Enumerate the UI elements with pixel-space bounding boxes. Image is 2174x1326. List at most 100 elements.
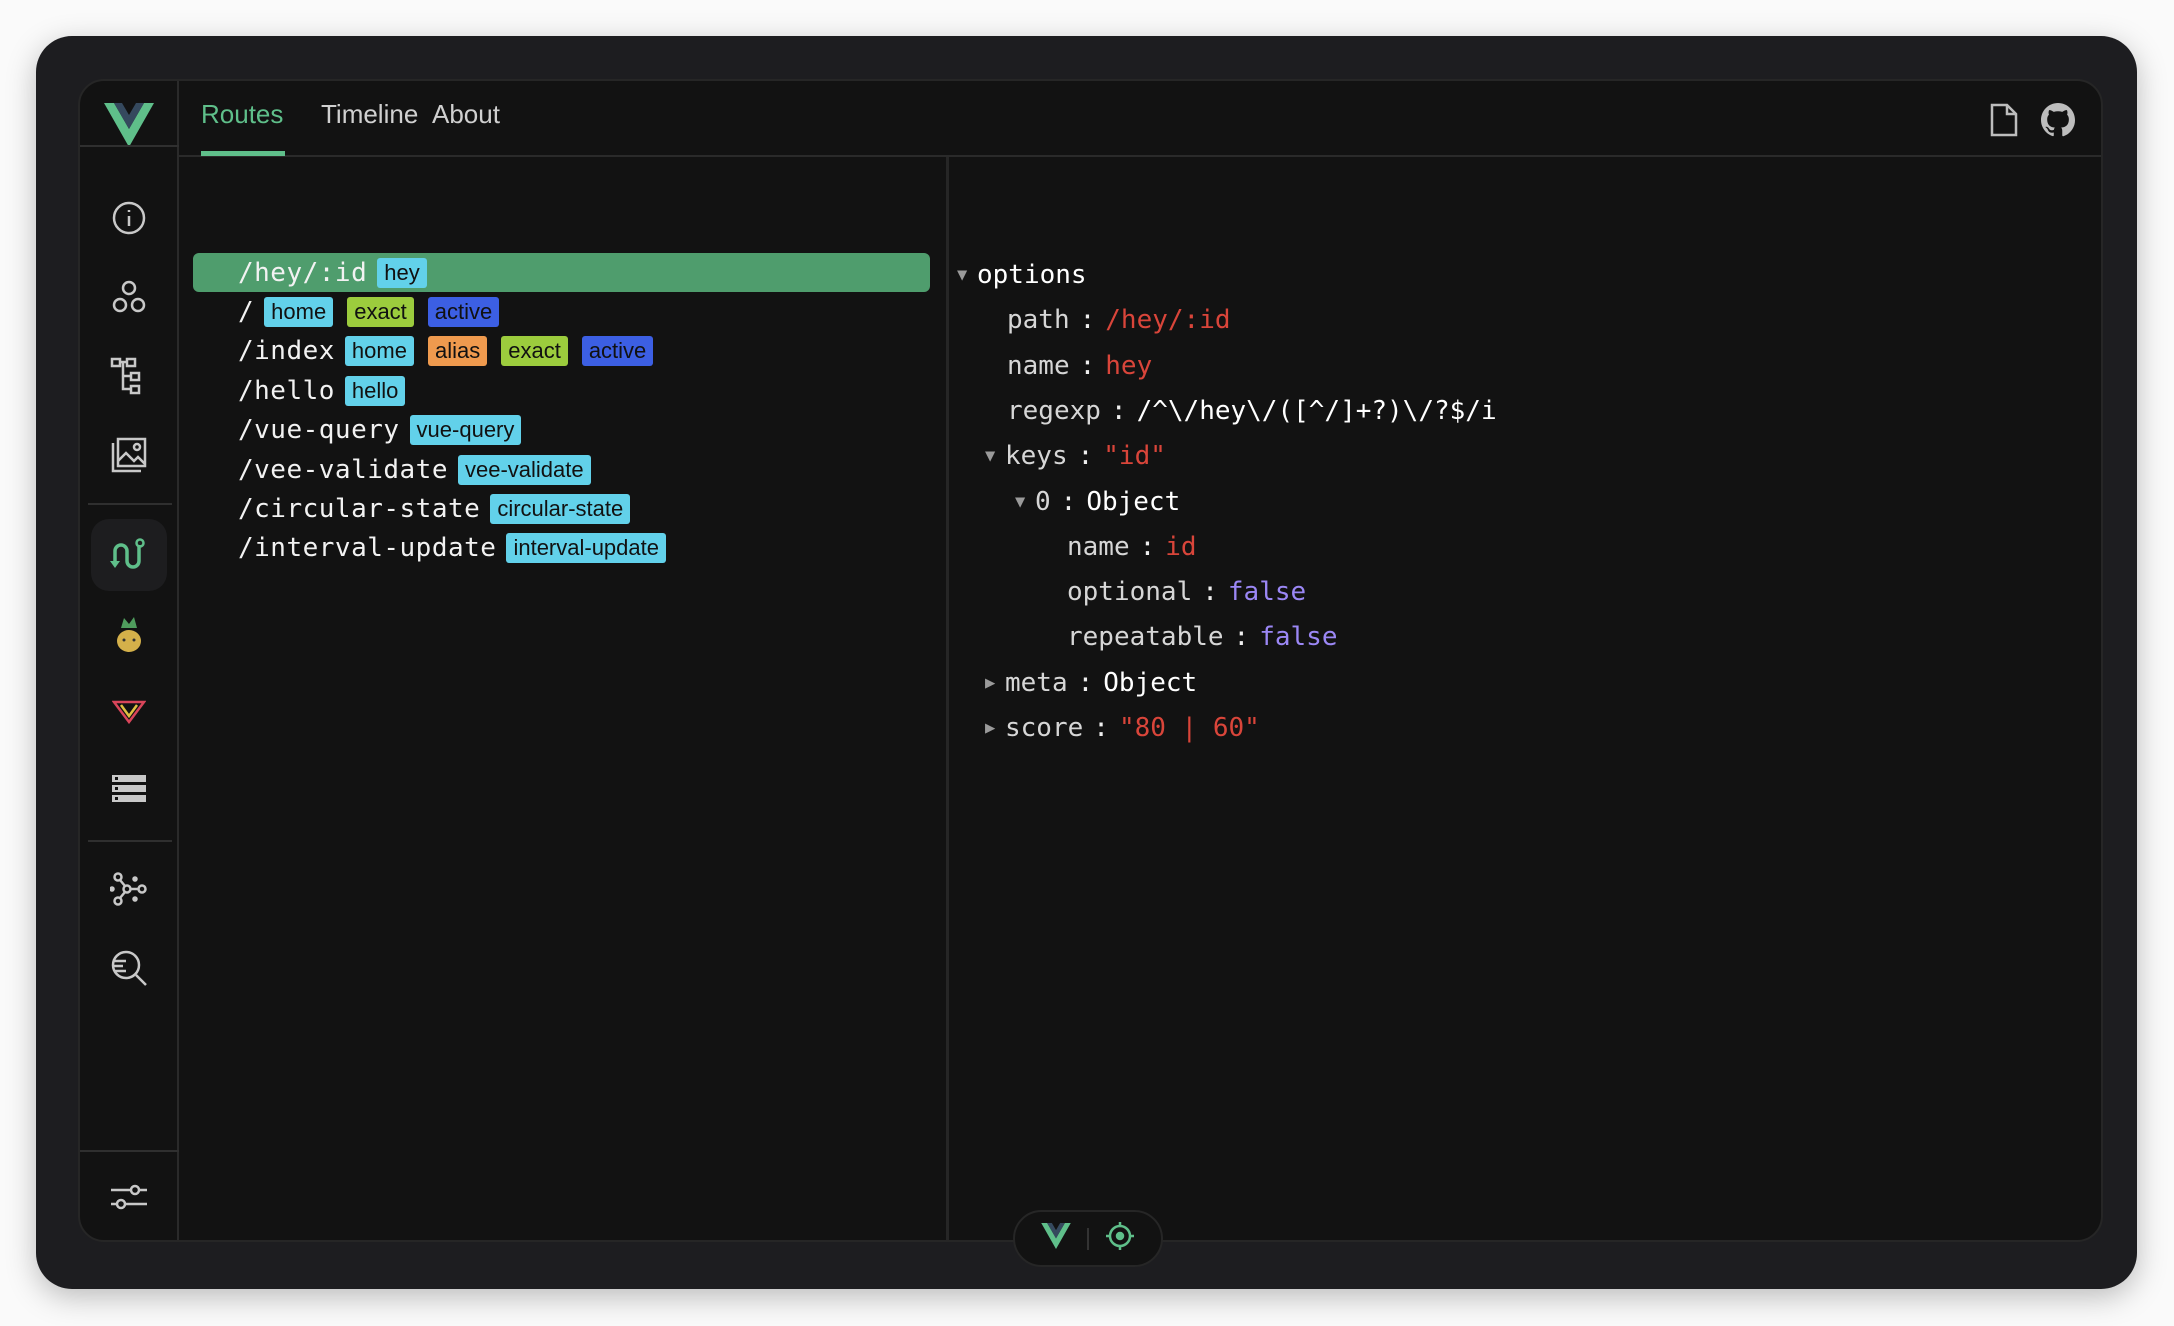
route-tag-vee-validate: vee-validate — [458, 454, 591, 485]
node-key: repeatable — [1067, 622, 1224, 653]
route-tag-active: active — [427, 296, 500, 327]
list-icon[interactable] — [101, 761, 157, 817]
route-path: /vue-query — [238, 415, 400, 446]
github-icon[interactable] — [2041, 103, 2077, 139]
route-path: /vee-validate — [238, 454, 448, 485]
node-value: /^\/hey\/([^/]+?)\/?$/i — [1136, 395, 1497, 426]
header: Routes Timeline About — [179, 81, 2101, 157]
route-path: /hey/:id — [238, 257, 368, 288]
route-tag-alias: alias — [427, 336, 488, 367]
node-key: options — [977, 260, 1087, 290]
components-icon[interactable] — [101, 269, 157, 325]
vue-logo-icon[interactable] — [1041, 1223, 1071, 1254]
node-value: false — [1227, 577, 1307, 608]
route-tag-interval-update: interval-update — [506, 533, 666, 564]
node-key: optional — [1067, 577, 1193, 608]
route-row[interactable]: /hello hello — [193, 371, 930, 410]
tab-timeline[interactable]: Timeline — [321, 99, 419, 129]
separator: : — [1202, 577, 1218, 608]
separator: : — [1077, 667, 1094, 698]
route-tag-hey: hey — [377, 257, 427, 288]
separator: : — [1077, 441, 1094, 472]
inspector-node: repeatable: false — [1067, 622, 1337, 652]
caret-right-icon[interactable]: ▶ — [985, 718, 996, 738]
tree-icon[interactable] — [101, 348, 157, 404]
route-tag-circular-state: circular-state — [490, 493, 631, 524]
node-key: name — [1067, 531, 1130, 562]
route-path: /index — [238, 336, 335, 367]
caret-right-icon[interactable]: ▶ — [985, 672, 996, 693]
vue-query-icon[interactable] — [101, 684, 157, 740]
separator: : — [1110, 395, 1127, 426]
route-tag-exact: exact — [347, 296, 414, 327]
caret-down-icon[interactable]: ▼ — [985, 446, 996, 467]
assets-icon[interactable] — [101, 427, 157, 483]
node-key: path — [1007, 305, 1070, 336]
caret-down-icon[interactable]: ▼ — [1015, 491, 1026, 512]
route-path: /circular-state — [238, 493, 481, 524]
node-value: Object — [1103, 667, 1198, 698]
inspect-icon[interactable] — [101, 940, 157, 996]
node-key: regexp — [1007, 395, 1101, 426]
inspector-node: name: hey — [1007, 351, 1152, 381]
node-key: meta — [1005, 667, 1068, 698]
graph-icon[interactable] — [101, 861, 157, 917]
route-tag-exact: exact — [501, 336, 568, 367]
node-key: keys — [1005, 441, 1068, 472]
info-icon[interactable] — [101, 190, 157, 246]
sidebar — [80, 81, 179, 1240]
route-path: /hello — [238, 375, 335, 406]
route-row[interactable]: /index home alias exact active — [193, 332, 930, 371]
route-row[interactable]: /vee-validate vee-validate — [193, 450, 930, 489]
route-tag-home: home — [264, 296, 334, 327]
route-row[interactable]: /hey/:id hey — [193, 253, 930, 292]
active-tab-indicator — [201, 151, 285, 156]
inspector-node: optional: false — [1067, 577, 1306, 607]
separator: : — [1060, 486, 1077, 517]
inspector-node[interactable]: ▼ options — [957, 260, 1087, 290]
route-row[interactable]: /vue-query vue-query — [193, 411, 930, 450]
document-icon[interactable] — [1989, 103, 2025, 139]
node-value: hey — [1105, 350, 1153, 381]
node-value: id — [1165, 531, 1197, 562]
route-inspector: ▼ options path: /hey/:id name: hey regexp: /^\/… — [949, 157, 2101, 1240]
inspector-node[interactable]: ▼ 0: Object — [1015, 487, 1180, 517]
node-value: /hey/:id — [1105, 305, 1231, 336]
vue-logo-icon[interactable] — [101, 97, 157, 153]
separator: : — [1233, 622, 1250, 653]
separator: : — [1079, 305, 1096, 336]
pinia-icon[interactable] — [101, 606, 157, 662]
node-value: "80 | 60" — [1118, 713, 1260, 743]
route-row[interactable]: /interval-update interval-update — [193, 529, 930, 568]
inspector-node[interactable]: ▶ meta: Object — [985, 668, 1197, 698]
node-key: 0 — [1035, 486, 1051, 517]
route-path: / — [238, 296, 255, 327]
node-value: Object — [1086, 486, 1181, 517]
node-value: false — [1259, 622, 1338, 653]
separator: : — [1079, 350, 1096, 381]
target-icon[interactable] — [1105, 1221, 1135, 1256]
route-tag-vue-query: vue-query — [409, 415, 522, 446]
node-value: "id" — [1103, 441, 1166, 472]
route-row[interactable]: /circular-state circular-state — [193, 489, 930, 528]
route-tag-active: active — [581, 336, 654, 367]
route-path: /interval-update — [238, 533, 497, 564]
tab-about[interactable]: About — [432, 99, 500, 129]
tab-routes[interactable]: Routes — [201, 99, 284, 129]
divider — [1087, 1227, 1089, 1250]
router-icon[interactable] — [90, 519, 167, 591]
route-tag-hello: hello — [344, 375, 406, 406]
devtools-panel: Routes Timeline About /hey/:id hey / home ex… — [78, 79, 2103, 1242]
separator: : — [1093, 713, 1109, 743]
settings-icon[interactable] — [101, 1169, 157, 1225]
separator: : — [1139, 531, 1156, 562]
caret-down-icon[interactable]: ▼ — [957, 265, 968, 285]
inspector-node: path: /hey/:id — [1007, 305, 1231, 335]
inspector-node: name: id — [1067, 532, 1197, 562]
route-row[interactable]: / home exact active — [193, 292, 930, 331]
inspector-node[interactable]: ▶ score: "80 | 60" — [985, 713, 1260, 743]
inspector-node[interactable]: ▼ keys: "id" — [985, 441, 1166, 471]
node-key: score — [1005, 713, 1084, 743]
node-key: name — [1007, 350, 1070, 381]
route-tag-home: home — [344, 336, 414, 367]
